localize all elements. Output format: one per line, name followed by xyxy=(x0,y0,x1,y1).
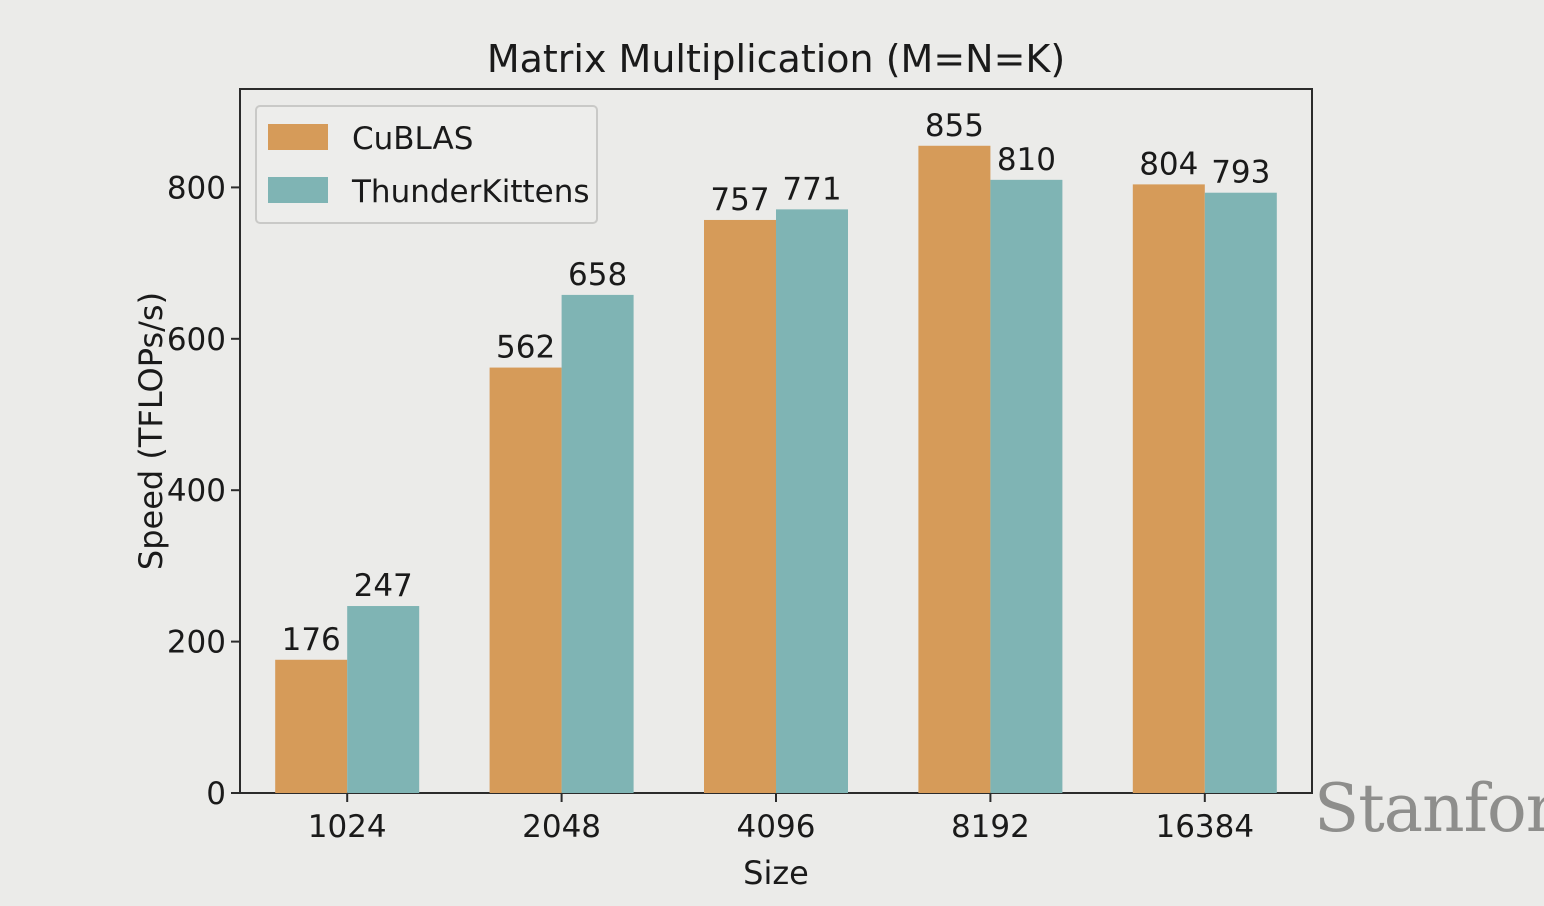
bars-group xyxy=(275,145,1277,794)
bar-thunderkittens-1024 xyxy=(347,606,420,793)
x-tick-label: 16384 xyxy=(1155,809,1254,845)
x-tick-label: 1024 xyxy=(308,809,387,845)
bar-cublas-16384 xyxy=(1132,184,1205,794)
bar-thunderkittens-2048 xyxy=(561,294,634,793)
bar-thunderkittens-4096 xyxy=(776,209,848,793)
legend-swatch-cublas xyxy=(268,124,328,150)
y-tick-label: 0 xyxy=(206,776,226,812)
y-tick-label: 400 xyxy=(167,473,226,509)
bar-label-thunderkittens-1024: 247 xyxy=(354,568,413,604)
bar-cublas-8192 xyxy=(918,145,991,794)
bar-thunderkittens-8192 xyxy=(990,179,1063,793)
bar-thunderkittens-16384 xyxy=(1204,192,1277,793)
bar-label-cublas-1024: 176 xyxy=(282,622,341,658)
bar-label-cublas-16384: 804 xyxy=(1139,146,1198,182)
bar-cublas-4096 xyxy=(704,219,776,794)
y-axis-label: Speed (TFLOPs/s) xyxy=(132,292,170,570)
bar-label-thunderkittens-16384: 793 xyxy=(1211,155,1270,191)
x-tick-label: 8192 xyxy=(951,809,1030,845)
x-axis-label: Size xyxy=(743,854,809,892)
bar-label-cublas-2048: 562 xyxy=(496,330,555,366)
y-axis: 0 200 400 600 800 xyxy=(167,170,240,812)
x-tick-label: 4096 xyxy=(737,809,816,845)
legend-label-thunderkittens: ThunderKittens xyxy=(351,174,590,210)
legend-box xyxy=(255,105,598,224)
bar-cublas-1024 xyxy=(275,659,348,793)
bar-label-cublas-8192: 855 xyxy=(925,108,984,144)
y-tick-label: 200 xyxy=(167,625,226,661)
chart-title: Matrix Multiplication (M=N=K) xyxy=(487,37,1065,81)
y-tick-label: 800 xyxy=(167,170,226,206)
bar-value-labels: 176 562 757 855 804 247 658 771 810 793 xyxy=(282,108,1271,658)
bar-label-cublas-4096: 757 xyxy=(710,182,769,218)
legend: CuBLAS ThunderKittens xyxy=(255,105,598,224)
x-axis: 1024 2048 4096 8192 16384 xyxy=(308,793,1254,845)
bar-cublas-2048 xyxy=(489,367,562,793)
legend-swatch-thunderkittens xyxy=(268,177,328,203)
stanford-watermark: Stanford xyxy=(1314,770,1544,847)
x-tick-label: 2048 xyxy=(522,809,601,845)
legend-label-cublas: CuBLAS xyxy=(352,121,473,157)
y-tick-label: 600 xyxy=(167,322,226,358)
bar-label-thunderkittens-8192: 810 xyxy=(997,142,1056,178)
bar-label-thunderkittens-2048: 658 xyxy=(568,257,627,293)
bar-label-thunderkittens-4096: 771 xyxy=(782,171,841,207)
